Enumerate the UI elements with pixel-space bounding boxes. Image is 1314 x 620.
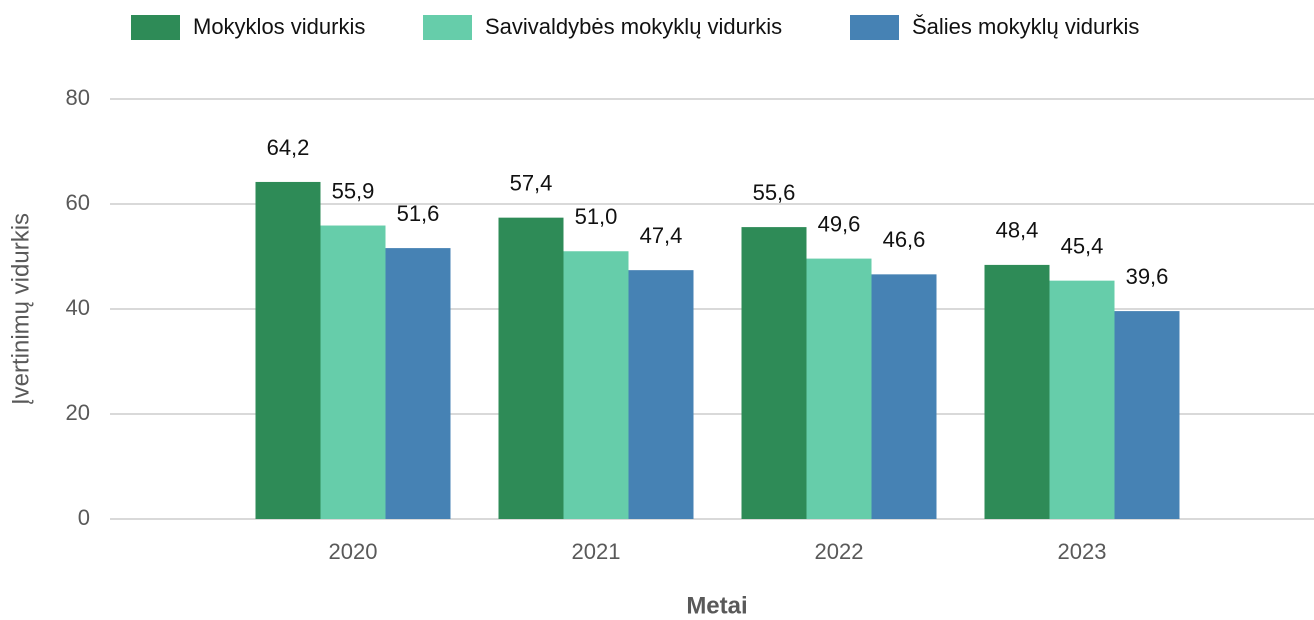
data-label: 51,0 bbox=[575, 204, 618, 229]
bar bbox=[385, 248, 451, 519]
bar bbox=[806, 258, 872, 519]
x-tick-label: 2022 bbox=[815, 539, 864, 564]
y-tick-label: 60 bbox=[66, 190, 90, 215]
data-label: 49,6 bbox=[818, 211, 861, 236]
y-axis-label: Įvertinimų vidurkis bbox=[7, 213, 34, 405]
legend-label: Mokyklos vidurkis bbox=[193, 14, 365, 39]
data-label: 39,6 bbox=[1126, 264, 1169, 289]
legend-swatch bbox=[131, 15, 180, 40]
bar bbox=[741, 227, 807, 519]
bar bbox=[563, 251, 629, 519]
data-label: 45,4 bbox=[1061, 233, 1104, 258]
data-label: 57,4 bbox=[510, 170, 553, 195]
bar bbox=[984, 264, 1050, 519]
data-label: 51,6 bbox=[397, 201, 440, 226]
y-tick-label: 40 bbox=[66, 295, 90, 320]
bar bbox=[1049, 280, 1115, 519]
legend-swatch bbox=[850, 15, 899, 40]
y-tick-label: 80 bbox=[66, 85, 90, 110]
x-tick-label: 2023 bbox=[1058, 539, 1107, 564]
data-label: 47,4 bbox=[640, 223, 683, 248]
bar bbox=[628, 270, 694, 519]
bar bbox=[498, 217, 564, 519]
bar bbox=[320, 225, 386, 519]
x-axis-label: Metai bbox=[686, 592, 747, 619]
legend-swatch bbox=[423, 15, 472, 40]
x-tick-label: 2020 bbox=[329, 539, 378, 564]
y-tick-label: 0 bbox=[78, 505, 90, 530]
legend-label: Šalies mokyklų vidurkis bbox=[912, 14, 1139, 39]
bar bbox=[871, 274, 937, 519]
data-label: 48,4 bbox=[996, 218, 1039, 243]
y-tick-label: 20 bbox=[66, 400, 90, 425]
data-label: 46,6 bbox=[883, 227, 926, 252]
data-label: 64,2 bbox=[267, 135, 310, 160]
x-tick-label: 2021 bbox=[572, 539, 621, 564]
bar bbox=[1114, 311, 1180, 519]
data-label: 55,9 bbox=[332, 178, 375, 203]
bar bbox=[255, 181, 321, 519]
data-label: 55,6 bbox=[753, 180, 796, 205]
legend-label: Savivaldybės mokyklų vidurkis bbox=[485, 14, 782, 39]
